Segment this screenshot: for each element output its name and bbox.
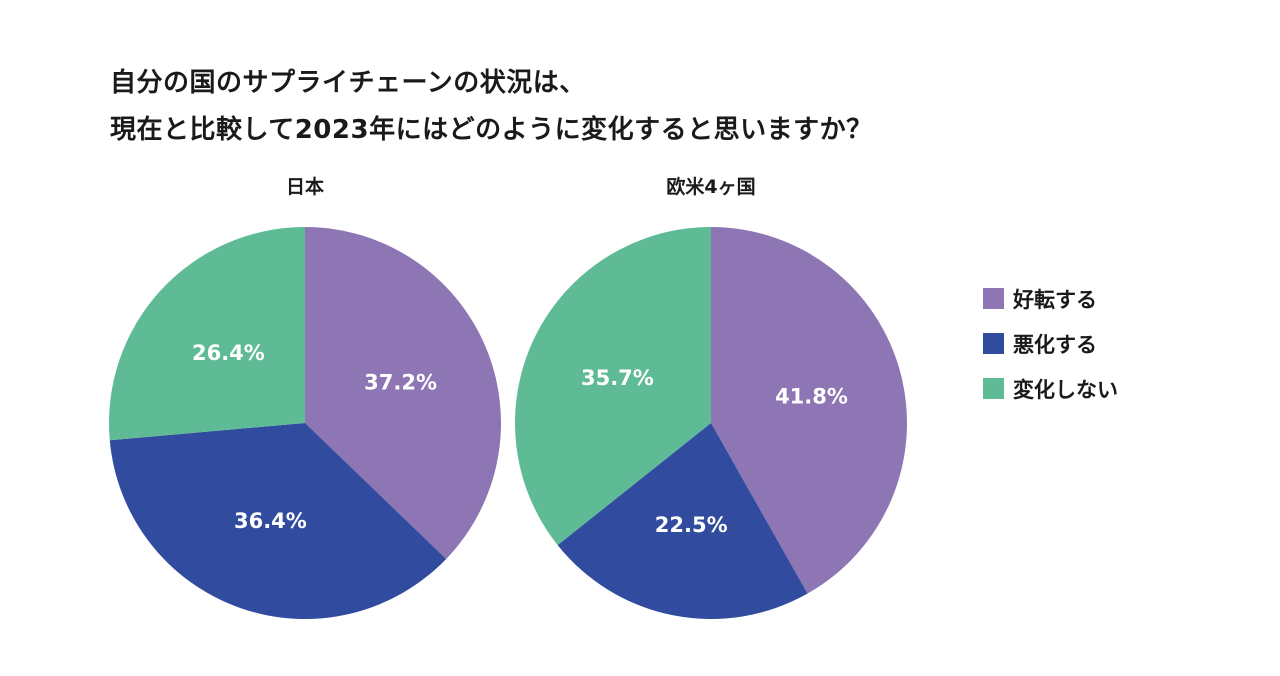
pie-label-western-4-no-change: 35.7%: [581, 366, 654, 390]
legend-item-no-change: 変化しない: [983, 366, 1118, 411]
pie-slice-japan-improve: [305, 226, 502, 559]
legend-swatch-worsen: [983, 333, 1004, 354]
legend-swatch-no-change: [983, 378, 1004, 399]
pie-label-japan-worsen: 36.4%: [234, 509, 307, 533]
pie-slice-western-4-no-change: [514, 227, 711, 546]
pie-chart-western-4: 欧米4ヶ国 41.8% 22.5% 35.7%: [514, 175, 908, 620]
question-title-line2: 現在と比較して2023年にはどのように変化すると思いますか？: [110, 115, 873, 145]
pie-label-japan-no-change: 26.4%: [192, 341, 265, 365]
question-title: 自分の国のサプライチェーンの状況は、 現在と比較して2023年にはどのように変化…: [110, 60, 873, 154]
legend: 好転する 悪化する 変化しない: [983, 276, 1118, 411]
legend-swatch-improve: [983, 288, 1004, 309]
pie-chart-japan: 日本 37.2% 36.4% 26.4%: [109, 175, 502, 620]
pie-label-japan-improve: 37.2%: [364, 370, 437, 394]
legend-item-improve: 好転する: [983, 276, 1118, 321]
pie-label-western-4-worsen: 22.5%: [655, 513, 728, 537]
question-title-line1: 自分の国のサプライチェーンの状況は、: [110, 68, 586, 98]
pie-label-western-4-improve: 41.8%: [775, 385, 848, 409]
pie-slice-japan-no-change: [109, 227, 306, 441]
legend-label-improve: 好転する: [1013, 287, 1097, 312]
pie-title-japan: 日本: [286, 175, 324, 198]
pie-slice-japan-worsen: [109, 423, 447, 620]
pie-slice-western-4-worsen: [557, 423, 808, 620]
legend-item-worsen: 悪化する: [983, 321, 1118, 366]
legend-label-no-change: 変化しない: [1013, 377, 1118, 402]
pie-title-western-4: 欧米4ヶ国: [666, 175, 755, 198]
pie-slice-western-4-improve: [711, 227, 908, 594]
legend-label-worsen: 悪化する: [1013, 332, 1097, 357]
